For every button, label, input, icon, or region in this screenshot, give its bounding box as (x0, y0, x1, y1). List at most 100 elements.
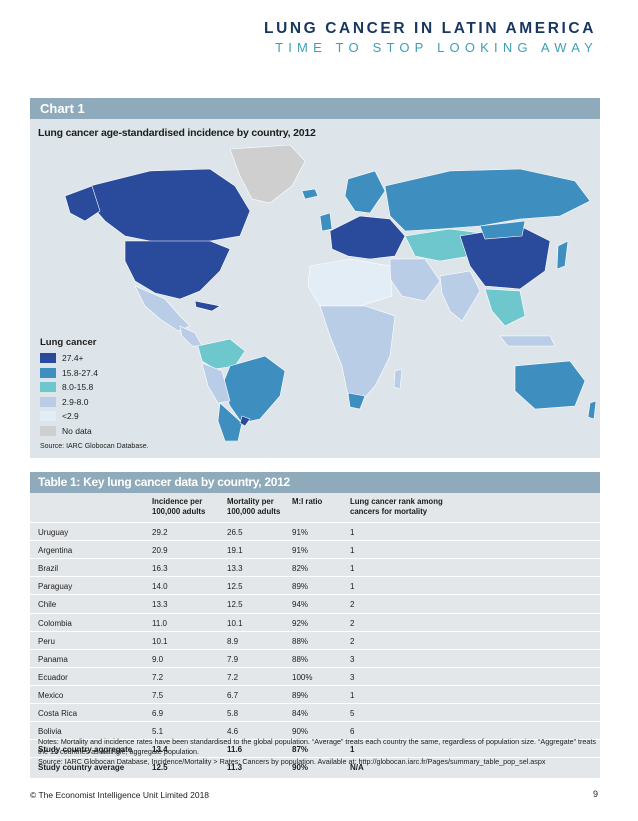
table-cell-value: 91% (292, 546, 309, 556)
map-argentina (217, 402, 243, 441)
table-cell-value: 5 (350, 709, 355, 718)
table-cell-value: 4.6 (227, 727, 239, 737)
table-cell-value: 26.5 (227, 528, 243, 537)
map-usa (124, 240, 231, 300)
table-cell-value: 89% (292, 690, 309, 700)
map-canada (89, 168, 251, 247)
table-cell-country: Uruguay (38, 528, 69, 537)
table-cell-value: 87% (292, 745, 309, 755)
legend-item: 8.0-15.8 (40, 380, 180, 395)
table-cell-value: 1 (350, 564, 355, 574)
legend-label: 8.0-15.8 (62, 382, 94, 393)
table-row: Chile 13.3 12.5 94% 2 (30, 594, 600, 613)
map-europe (329, 215, 406, 260)
map-madagascar (393, 368, 403, 390)
table-header: Table 1: Key lung cancer data by country… (30, 472, 600, 493)
legend-item: 2.9-8.0 (40, 395, 180, 410)
table-column-headers: Incidence per 100,000 adults Mortality p… (30, 497, 600, 539)
table-cell-value: 6 (350, 727, 355, 737)
table-cell-value: 1 (350, 745, 355, 755)
map-scandinavia (344, 170, 386, 214)
map-iceland (301, 188, 319, 200)
map-japan (556, 240, 569, 270)
map-brazil (221, 355, 286, 424)
chart-header: Chart 1 (30, 98, 600, 119)
table-row: Uruguay 29.2 26.5 91% 1 (30, 522, 600, 541)
column-header-rank: Lung cancer rank among cancers for morta… (350, 497, 443, 516)
map-greenland (229, 144, 306, 204)
table-cell-value: 3 (350, 672, 355, 682)
table-cell-value: 10.1 (227, 618, 243, 628)
table-cell-value: 7.5 (152, 690, 164, 700)
table-cell-country: Chile (38, 600, 57, 610)
table-cell-value: 10.1 (152, 636, 168, 646)
table-cell-value: 3 (350, 654, 355, 664)
table-cell-value: 2 (350, 636, 355, 646)
map-russia (384, 168, 591, 232)
table-cell-value: 12.5 (227, 582, 243, 592)
table-cell-value: 8.9 (227, 636, 239, 646)
table-notes: Notes: Mortality and incidence rates hav… (38, 737, 596, 756)
table-cell-value: 100% (292, 672, 313, 682)
table-cell-value: 88% (292, 654, 309, 664)
table-row: Argentina 20.9 19.1 91% 1 (30, 540, 600, 559)
table-cell-value: 88% (292, 636, 309, 646)
table-cell-value: 7.9 (227, 654, 239, 664)
map-cuba (194, 300, 221, 312)
map-north-africa (307, 258, 393, 307)
table-cell-value: 89% (292, 582, 309, 592)
table-cell-value: 2 (350, 600, 355, 610)
map-africa (319, 305, 396, 404)
table-cell-value: 92% (292, 618, 309, 628)
legend-label: 2.9-8.0 (62, 396, 89, 407)
table-cell-value: 19.1 (227, 546, 243, 556)
table-cell-value: 90% (292, 763, 309, 773)
table-row: Colombia 11.0 10.1 92% 2 (30, 612, 600, 632)
table-cell-value: 9.0 (152, 654, 164, 664)
table-cell-value: 82% (292, 564, 309, 574)
table-cell-value: 6.7 (227, 690, 239, 700)
map-central-america (179, 325, 203, 347)
chart-panel: Chart 1 Lung cancer age-standardised inc… (30, 98, 600, 458)
legend-swatch (40, 411, 56, 422)
table-cell-value: 11.0 (152, 618, 167, 628)
map-middle-east (389, 258, 441, 302)
table-cell-value: 1 (350, 582, 355, 592)
map-india (439, 270, 481, 322)
map-peru-bolivia (201, 362, 231, 404)
table-panel: Table 1: Key lung cancer data by country… (30, 472, 600, 778)
column-header-incidence: Incidence per 100,000 adults (152, 497, 206, 516)
legend-item: 15.8-27.4 (40, 366, 180, 381)
footer-copyright: © The Economist Intelligence Unit Limite… (30, 790, 210, 800)
map-uk (319, 212, 333, 232)
table-cell-value: 6.9 (152, 709, 164, 718)
table-cell-value: 5.1 (152, 727, 164, 737)
table-cell-value: 84% (292, 709, 309, 718)
table-cell-country: Paraguay (38, 582, 73, 592)
chart-title: Lung cancer age-standardised incidence b… (38, 127, 316, 139)
map-indonesia (499, 335, 556, 347)
column-header-mi-ratio: M:I ratio (292, 497, 323, 506)
map-china (459, 225, 551, 290)
table-cell-value: 90% (292, 727, 309, 737)
table-cell-value: 1 (350, 546, 355, 556)
table-cell-value: 11.3 (227, 763, 243, 773)
legend-label: No data (62, 425, 92, 436)
legend-label: <2.9 (62, 411, 79, 422)
table-cell-country: Costa Rica (38, 709, 78, 718)
map-uruguay (239, 415, 251, 427)
map-new-zealand (587, 400, 597, 420)
legend-swatch (40, 367, 56, 378)
table-cell-value: 14.0 (152, 582, 168, 592)
table-cell-value: 13.4 (152, 745, 168, 755)
table-cell-country: Study country average (38, 763, 125, 773)
table-row: Ecuador 7.2 7.2 100% 3 (30, 666, 600, 686)
table-cell-value: 2 (350, 618, 355, 628)
table-row: Bolivia 5.1 4.6 90% 6 (30, 721, 600, 740)
table-cell-country: Brazil (38, 564, 59, 574)
table-source: Source: IARC Globocan Database, Incidenc… (38, 757, 546, 766)
table-row: Study country aggregate 13.4 11.6 87% 1 (30, 739, 600, 758)
table-cell-value: 16.3 (152, 564, 168, 574)
world-map (64, 144, 597, 441)
document-subtitle: TIME TO STOP LOOKING AWAY (275, 40, 598, 55)
